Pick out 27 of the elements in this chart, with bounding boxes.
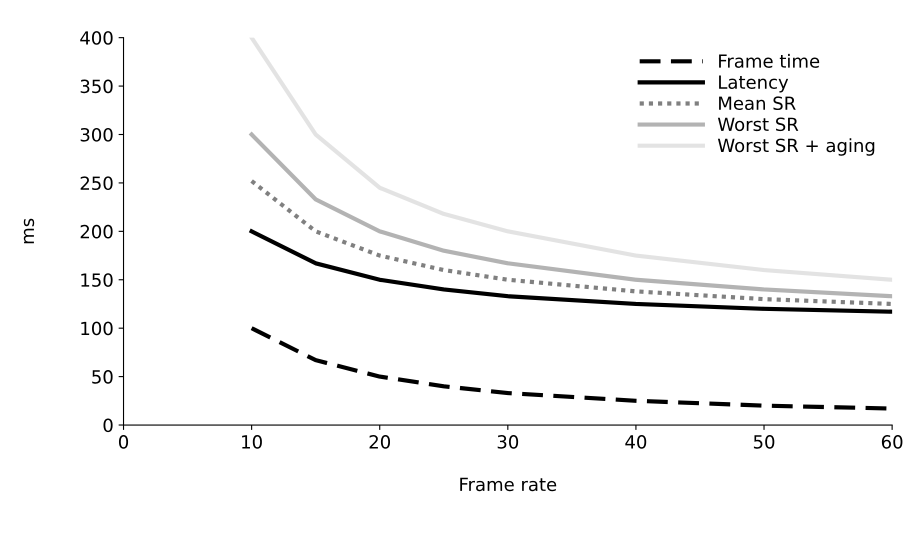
y-tick-label: 100 [81, 322, 113, 336]
x-tick-label: 60 [882, 435, 902, 449]
line-series [250, 229, 892, 314]
y-axis-title: ms [24, 218, 34, 244]
y-tick-label: 400 [80, 31, 113, 45]
x-tick-label: 40 [625, 435, 646, 449]
y-tick-label: 350 [80, 80, 113, 94]
legend-label: Frame time [719, 54, 820, 68]
legend-label: Worst SR [718, 117, 798, 132]
y-tick-label: 50 [92, 370, 113, 384]
x-tick-label: 0 [118, 435, 128, 449]
line-series [250, 132, 892, 298]
x-tick-label: 50 [754, 435, 774, 449]
y-tick-label: 300 [80, 128, 113, 142]
y-tick-label: 250 [80, 176, 113, 190]
legend-label: Worst SR + aging [718, 138, 874, 156]
y-tick-label: 0 [104, 418, 113, 432]
legend-label: Mean SR [719, 96, 796, 110]
x-axis-title: Frame rate [460, 478, 556, 492]
line-series [250, 38, 892, 282]
x-tick-label: 30 [498, 435, 518, 449]
y-tick-label: 150 [81, 273, 113, 287]
x-tick-label: 10 [242, 435, 262, 449]
line-series [250, 178, 892, 306]
y-tick-label: 200 [80, 224, 113, 238]
legend-label: Latency [719, 76, 788, 92]
x-tick-label: 20 [370, 435, 390, 449]
